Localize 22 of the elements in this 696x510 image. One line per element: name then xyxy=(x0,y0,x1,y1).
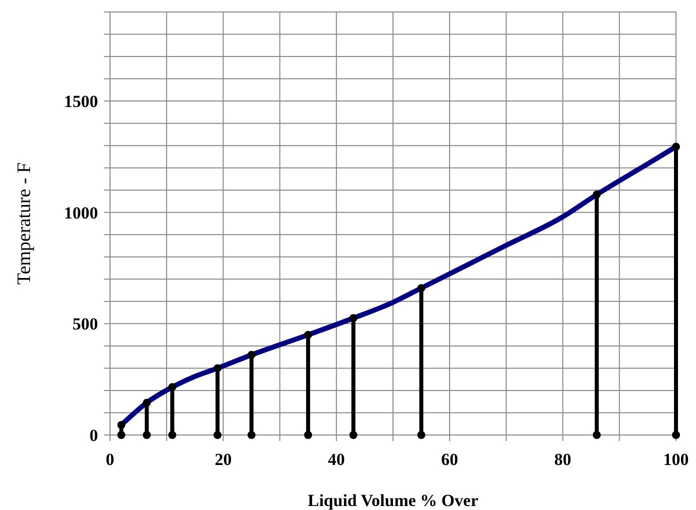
point xyxy=(117,420,126,429)
point xyxy=(214,364,222,372)
x-tick-label: 40 xyxy=(328,450,345,469)
x-tick-label: 0 xyxy=(106,450,114,469)
y-axis-title: Temperature - F xyxy=(14,162,35,285)
x-axis-title: Liquid Volume % Over xyxy=(308,491,479,510)
point xyxy=(304,330,312,339)
y-tick-label: 1000 xyxy=(64,203,98,222)
x-tick-label: 20 xyxy=(214,450,232,469)
x-tick-label: 60 xyxy=(441,450,458,469)
y-tick-label: 0 xyxy=(90,426,98,445)
y-tick-label: 500 xyxy=(72,314,98,334)
x-tick-label: 100 xyxy=(663,450,689,469)
point xyxy=(417,284,426,292)
y-tick-label: 1500 xyxy=(64,92,98,112)
point xyxy=(142,398,151,407)
point xyxy=(672,142,680,151)
point xyxy=(248,350,256,359)
point xyxy=(349,314,358,322)
x-tick-label: 80 xyxy=(554,450,572,469)
point xyxy=(592,190,601,199)
point xyxy=(168,383,176,392)
